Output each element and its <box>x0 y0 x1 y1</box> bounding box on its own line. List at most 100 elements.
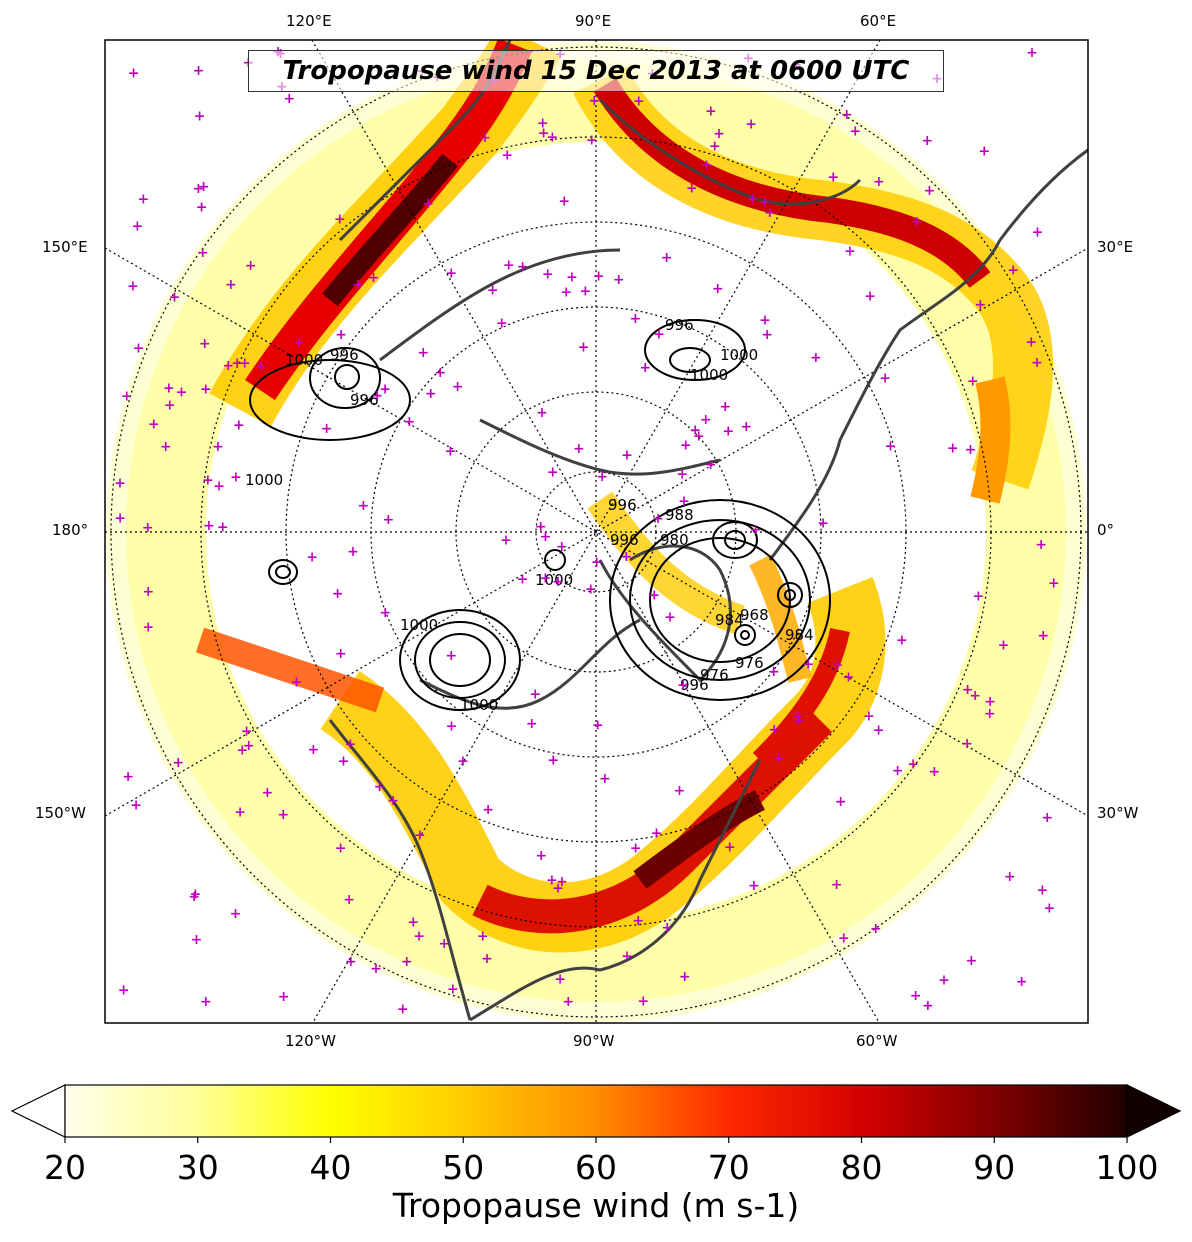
station-marker: + <box>984 706 996 722</box>
station-marker: + <box>1032 225 1044 241</box>
station-marker: + <box>689 423 701 439</box>
station-marker: + <box>262 785 274 801</box>
station-marker: + <box>347 544 359 560</box>
colorbar-tick-labels: 20 30 40 50 60 70 80 90 100 <box>0 1148 1192 1188</box>
contour <box>414 621 506 699</box>
contour-label: 980 <box>660 531 689 549</box>
map-frame <box>104 39 1089 1024</box>
station-marker: + <box>759 313 771 329</box>
station-marker: + <box>142 520 154 536</box>
station-marker: + <box>401 954 413 970</box>
station-marker: + <box>761 327 773 343</box>
colorbar-label: Tropopause wind (m s-1) <box>392 1186 800 1225</box>
station-marker: + <box>457 753 469 769</box>
colorbar-tick-label: 70 <box>707 1148 750 1187</box>
station-marker: + <box>639 360 651 376</box>
colorbar-tick-label: 50 <box>442 1148 485 1187</box>
station-marker: + <box>966 953 978 969</box>
station-marker: + <box>169 290 181 306</box>
lon-label-bottom: 90°W <box>573 1032 615 1050</box>
station-marker: + <box>719 399 731 415</box>
station-marker: + <box>768 722 780 738</box>
station-marker: + <box>379 382 391 398</box>
contour <box>712 521 758 559</box>
station-marker: + <box>422 196 434 212</box>
contour <box>629 519 811 681</box>
contour-label: 984 <box>785 626 814 644</box>
lon-label-top: 120°E <box>286 12 332 30</box>
station-marker: + <box>709 139 721 155</box>
station-marker: + <box>417 345 429 361</box>
station-marker: + <box>482 802 494 818</box>
station-marker: + <box>479 130 491 146</box>
station-marker: + <box>197 245 209 261</box>
station-marker: + <box>578 340 590 356</box>
station-marker: + <box>438 936 450 952</box>
station-marker: + <box>1037 628 1049 644</box>
lon-label-right: 30°E <box>1097 238 1134 256</box>
station-marker: + <box>234 805 246 821</box>
station-marker: + <box>217 520 229 536</box>
station-marker: + <box>212 439 224 455</box>
station-marker: + <box>194 109 206 125</box>
station-marker: + <box>678 493 690 509</box>
colorbar-tick-label: 90 <box>973 1148 1016 1187</box>
station-marker: + <box>947 441 959 457</box>
station-marker: + <box>975 297 987 313</box>
station-marker: + <box>370 961 382 977</box>
station-marker: + <box>879 371 891 387</box>
station-marker: + <box>176 384 188 400</box>
africa-coast <box>998 148 1088 241</box>
station-marker: + <box>705 103 717 119</box>
station-marker: + <box>130 798 142 814</box>
station-marker: + <box>998 638 1010 654</box>
station-marker: + <box>1037 882 1049 898</box>
station-marker: + <box>676 467 688 483</box>
station-marker: + <box>127 279 139 295</box>
station-marker: + <box>414 827 426 843</box>
station-marker: + <box>526 716 538 732</box>
station-marker: + <box>230 906 242 922</box>
contour-label: 996 <box>665 316 694 334</box>
station-marker: + <box>630 311 642 327</box>
station-marker: + <box>835 794 847 810</box>
station-marker: + <box>132 218 144 234</box>
station-marker: + <box>586 132 598 148</box>
station-marker: + <box>580 284 592 300</box>
station-marker: + <box>334 211 346 227</box>
station-marker: + <box>596 469 608 485</box>
station-marker: + <box>233 418 245 434</box>
colorbar-max-extend <box>1126 1084 1182 1138</box>
station-marker: + <box>193 181 205 197</box>
station-marker: + <box>693 429 705 445</box>
station-marker: + <box>552 574 564 590</box>
station-marker: + <box>517 571 529 587</box>
station-marker: + <box>832 658 844 674</box>
contour <box>275 565 291 579</box>
station-marker: + <box>768 664 780 680</box>
colorbar-tick-label: 100 <box>1095 1148 1159 1187</box>
na-west-coast <box>328 719 472 1021</box>
station-marker: + <box>967 374 979 390</box>
contour-label: 996 <box>330 346 359 364</box>
contour-label: 1000 <box>690 366 728 384</box>
station-marker: + <box>802 657 814 673</box>
eastern-pacific-jet <box>195 627 385 713</box>
station-marker: + <box>1026 45 1038 61</box>
station-marker: + <box>652 511 664 527</box>
station-marker: + <box>278 989 290 1005</box>
contour <box>734 624 756 646</box>
station-marker: + <box>122 769 134 785</box>
station-marker: + <box>661 250 673 266</box>
station-marker: + <box>1025 334 1037 350</box>
station-marker: + <box>556 874 568 890</box>
station-marker: + <box>306 550 318 566</box>
lon-label-bottom: 120°W <box>285 1032 336 1050</box>
lon-label-right: 0° <box>1097 521 1115 539</box>
station-marker: + <box>870 921 882 937</box>
station-marker: + <box>225 277 237 293</box>
lon-label-left: 150°E <box>42 238 88 256</box>
colorbar-tick-label: 30 <box>176 1148 219 1187</box>
station-marker: + <box>413 929 425 945</box>
